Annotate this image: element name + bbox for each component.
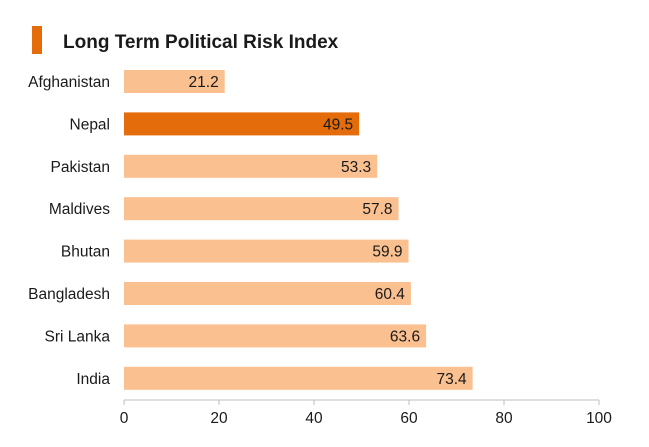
x-axis: 0 20 40 60 80 100 (120, 399, 612, 427)
bar-nepal (124, 112, 360, 136)
value-label-pakistan: 53.3 (341, 159, 371, 176)
bar-pakistan (124, 154, 378, 178)
category-label-bangladesh: Bangladesh (28, 286, 110, 303)
x-tick-label-20: 20 (210, 410, 228, 427)
value-label-afghanistan: 21.2 (189, 74, 219, 91)
title-accent-marker (32, 26, 42, 54)
value-label-nepal: 49.5 (323, 116, 353, 133)
bar-maldives (124, 197, 399, 221)
x-tick-label-60: 60 (400, 410, 418, 427)
bar-afghanistan (124, 70, 225, 93)
category-label-pakistan: Pakistan (51, 159, 110, 176)
category-label-maldives: Maldives (49, 201, 110, 218)
value-label-india: 73.4 (436, 371, 467, 388)
category-label-india: India (76, 371, 110, 388)
x-tick-label-0: 0 (120, 410, 129, 427)
value-label-bangladesh: 60.4 (375, 286, 406, 303)
value-label-sri-lanka: 63.6 (390, 328, 420, 345)
x-tick-label-80: 80 (495, 410, 513, 427)
bar-sri-lanka (124, 324, 427, 348)
chart-title: Long Term Political Risk Index (63, 32, 339, 53)
category-label-afghanistan: Afghanistan (28, 74, 110, 91)
category-label-bhutan: Bhutan (61, 244, 110, 261)
bar-bhutan (124, 239, 409, 263)
category-label-sri-lanka: Sri Lanka (45, 328, 111, 345)
value-label-bhutan: 59.9 (372, 244, 402, 261)
x-tick-label-100: 100 (586, 410, 612, 427)
value-label-maldives: 57.8 (362, 201, 392, 218)
bar-india (124, 366, 473, 390)
bars-layer: Afghanistan 21.2 Nepal 49.5 Pakistan 53.3 Mald… (28, 70, 473, 390)
bar-bangladesh (124, 282, 411, 305)
x-tick-label-40: 40 (305, 410, 323, 427)
category-label-nepal: Nepal (70, 116, 111, 133)
